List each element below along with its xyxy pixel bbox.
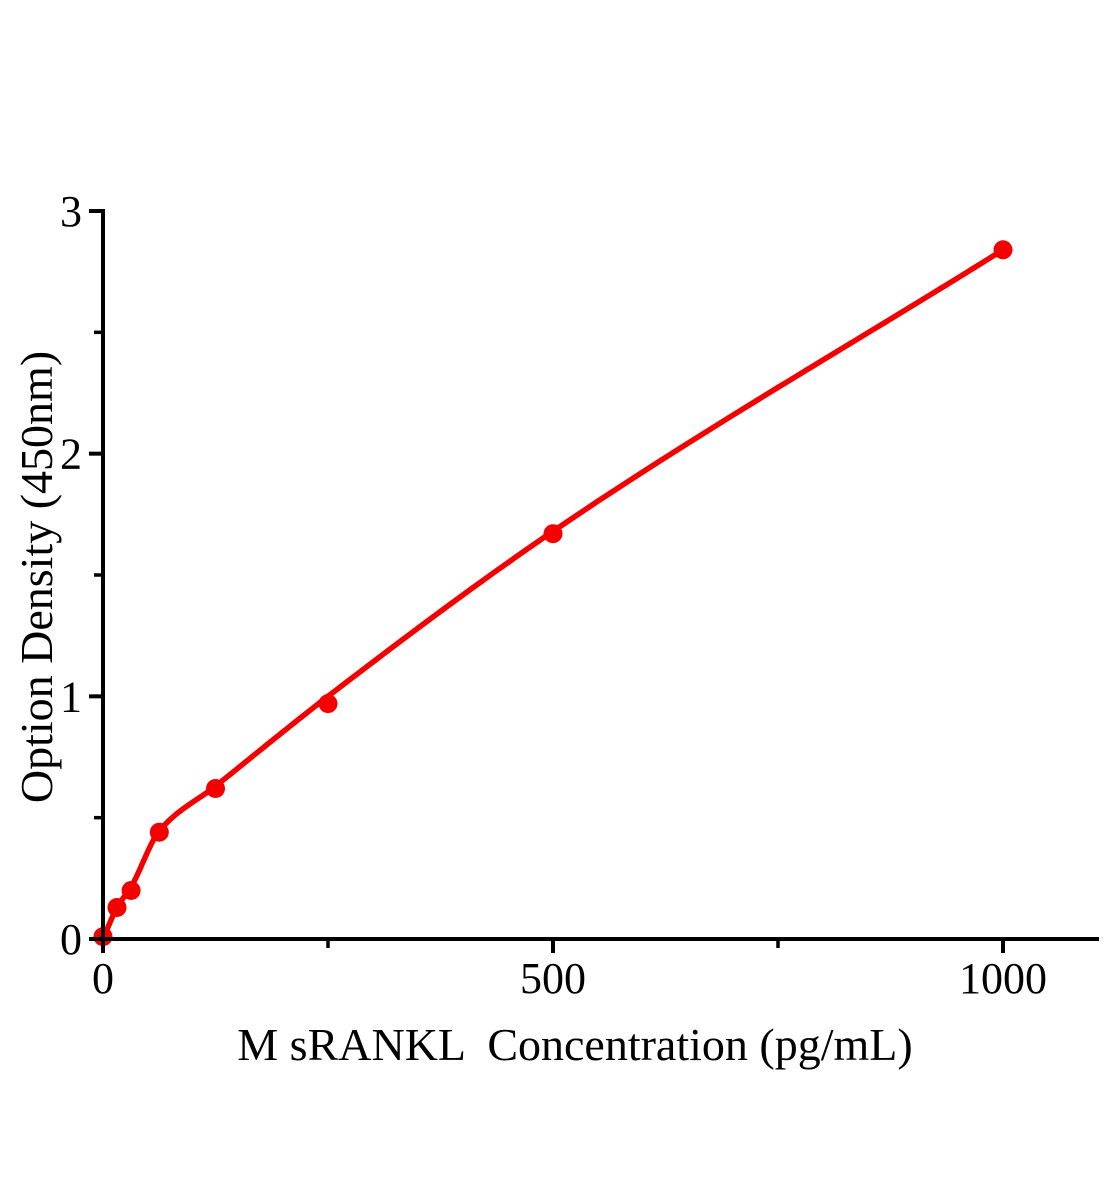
data-point [318,694,338,714]
axis-ticks [89,209,1005,953]
x-axis-title: M sRANKL Concentration (pg/mL) [237,1019,912,1070]
data-points [93,240,1013,947]
y-axis-title: Option Density (450nm) [11,351,62,803]
data-point [121,881,141,900]
y-tick-label: 3 [60,187,82,236]
y-tick-label: 2 [60,430,82,479]
data-point [543,524,563,544]
data-point [149,822,169,842]
plot-series [93,240,1013,947]
y-tick-label: 0 [60,915,82,964]
data-point [107,898,127,917]
x-tick-label: 1000 [959,954,1047,1003]
x-tick-label: 0 [92,954,114,1003]
fit-curve-line [100,247,1006,942]
data-point [206,779,225,798]
axes: 0 500 1000 0 1 2 3 [60,187,1099,1003]
tick-labels: 0 500 1000 0 1 2 3 [60,187,1047,1003]
x-tick-label: 500 [520,954,586,1003]
y-tick-label: 1 [60,672,82,721]
axis-lines [101,209,1099,941]
data-point [993,240,1013,260]
